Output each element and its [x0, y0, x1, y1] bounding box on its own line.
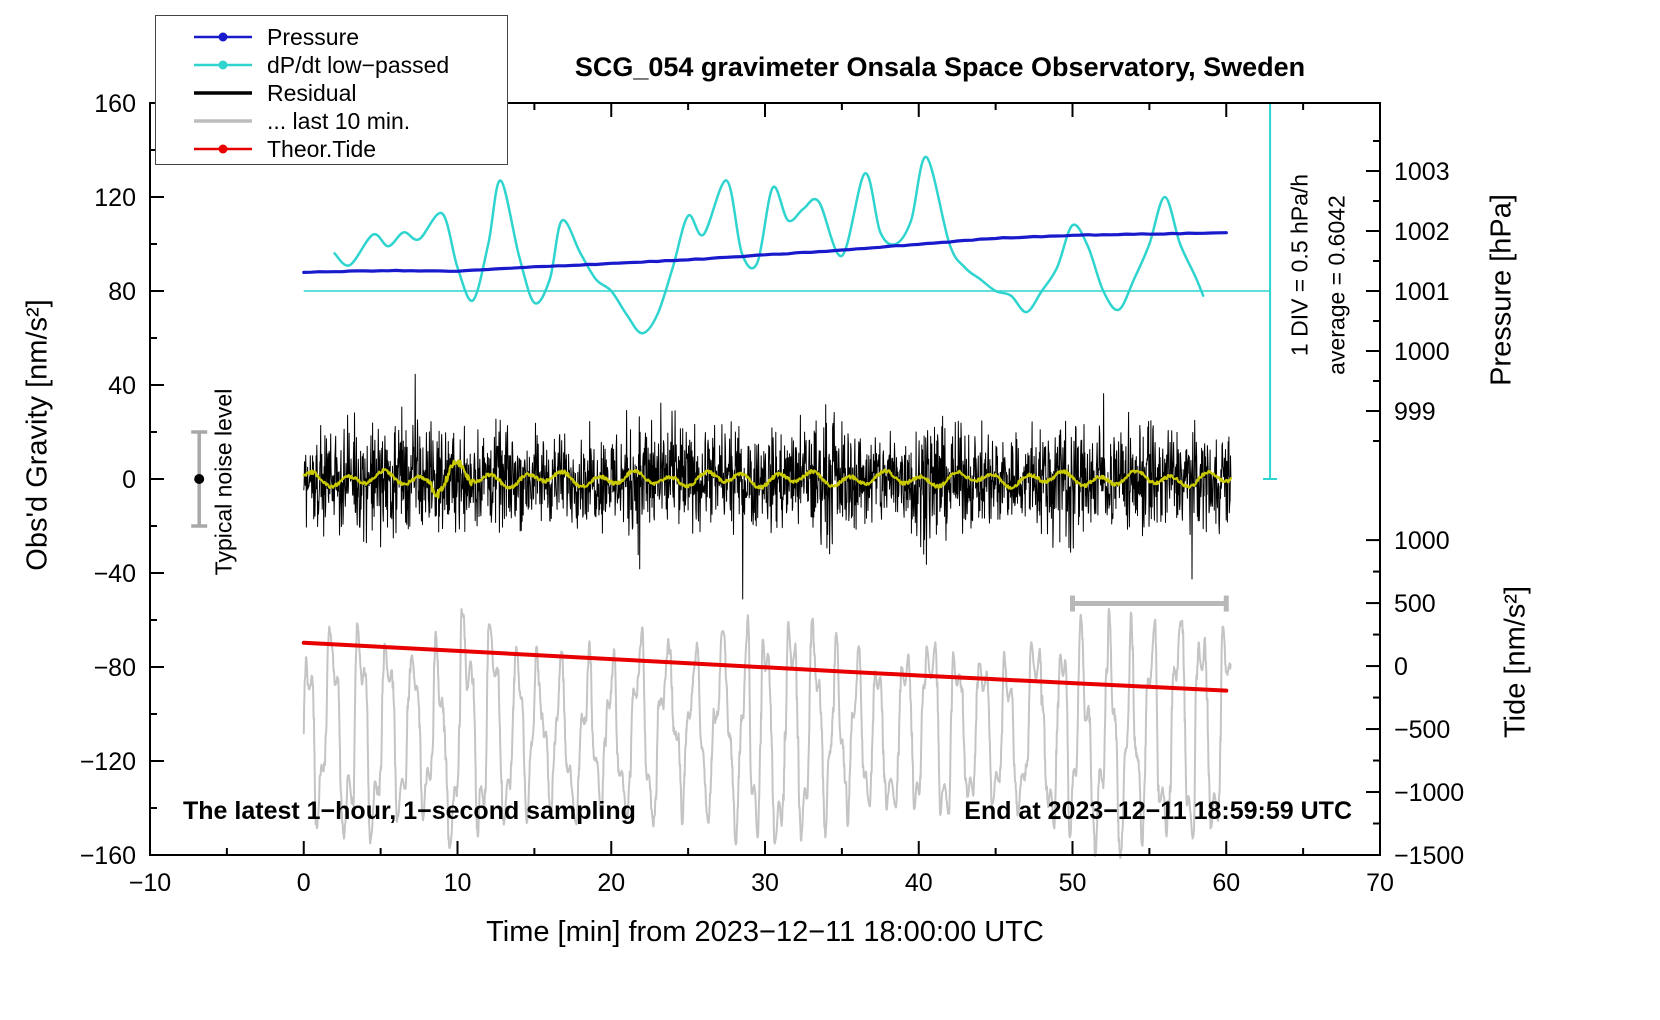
x-tick-label: 20	[597, 869, 625, 897]
legend-swatch-dot	[218, 60, 228, 70]
x-tick-label: 70	[1366, 869, 1394, 897]
last10-line-icon	[192, 111, 254, 131]
gravity-tick-label: 120	[94, 184, 136, 212]
gravity-tick-label: −160	[80, 842, 136, 870]
dpdt-line-icon	[192, 55, 254, 75]
residual-line-icon	[192, 83, 254, 103]
x-tick-label: 50	[1059, 869, 1087, 897]
pressure-tick-label: 1003	[1394, 158, 1450, 186]
pressure-tick-label: 1002	[1394, 218, 1450, 246]
legend-item-dpdt: dP/dt low−passed	[156, 51, 507, 79]
sampling-note: The latest 1−hour, 1−second sampling	[183, 797, 636, 825]
pressure-tick-label: 1001	[1394, 278, 1450, 306]
legend-item-pressure: Pressure	[156, 23, 507, 51]
gravity-tick-label: 80	[108, 278, 136, 306]
legend-box: Pressure dP/dt low−passed Residual ... l…	[155, 15, 508, 165]
noise-level-annotation: Typical noise level	[210, 388, 237, 576]
average-annotation: average = 0.6042	[1323, 195, 1350, 375]
legend-swatch-dot	[218, 144, 228, 154]
legend-label: Theor.Tide	[267, 135, 377, 162]
tide-tick-label: 0	[1394, 653, 1408, 681]
x-tick-label: 40	[905, 869, 933, 897]
noise-level-dot	[194, 474, 205, 484]
x-tick-label: 30	[751, 869, 779, 897]
pressure-axis-label: Pressure [hPa]	[1485, 194, 1518, 386]
gravity-axis-label: Obs'd Gravity [nm/s²]	[21, 299, 54, 571]
x-tick-label: 10	[444, 869, 472, 897]
pressure-tick-label: 999	[1394, 398, 1436, 426]
legend-item-residual: Residual	[156, 79, 507, 107]
tide-tick-label: 500	[1394, 590, 1436, 618]
gravity-tick-label: 0	[122, 466, 136, 494]
x-tick-label: 60	[1212, 869, 1240, 897]
x-tick-label: 0	[297, 869, 311, 897]
tide-tick-label: −1000	[1394, 779, 1464, 807]
x-axis-label: Time [min] from 2023−12−11 18:00:00 UTC	[486, 916, 1044, 948]
legend-swatch-svg	[194, 60, 252, 70]
legend-label: Residual	[267, 79, 357, 106]
page-title: SCG_054 gravimeter Onsala Space Observat…	[574, 52, 1306, 82]
legend-label: ... last 10 min.	[267, 107, 411, 134]
gravity-tick-label: −80	[94, 654, 136, 682]
x-tick-label: −10	[129, 869, 171, 897]
gravity-tick-label: 40	[108, 372, 136, 400]
theor-tide-series	[301, 640, 1229, 693]
dpdt-lowpassed-series	[333, 155, 1205, 335]
tide-tick-label: −500	[1394, 716, 1450, 744]
pressure-series	[302, 231, 1228, 274]
end-time-note: End at 2023−12−11 18:59:59 UTC	[964, 797, 1352, 825]
tide-tick-label: −1500	[1394, 842, 1464, 870]
legend-swatch-dot	[218, 32, 228, 42]
legend-swatch-svg	[194, 91, 252, 95]
last-10-min-series	[302, 607, 1232, 859]
legend-label: Pressure	[267, 23, 360, 50]
tide-line-icon	[192, 139, 254, 159]
div-scale-annotation: 1 DIV = 0.5 hPa/h	[1286, 173, 1313, 357]
gravity-tick-label: −40	[94, 560, 136, 588]
gravity-tick-label: 160	[94, 90, 136, 118]
pressure-line-icon	[192, 27, 254, 47]
tide-axis-label: Tide [nm/s²]	[1499, 585, 1532, 739]
legend-swatch-svg	[194, 144, 252, 154]
legend-item-last10: ... last 10 min.	[156, 107, 507, 135]
legend-label: dP/dt low−passed	[267, 51, 450, 78]
pressure-tick-label: 1000	[1394, 338, 1450, 366]
gravity-tick-label: −120	[80, 748, 136, 776]
legend-item-tide: Theor.Tide	[156, 135, 507, 163]
legend-swatch-svg	[194, 119, 252, 123]
residual-lowpassed-series	[302, 459, 1232, 499]
legend-swatch-svg	[194, 32, 252, 42]
tide-tick-label: 1000	[1394, 527, 1450, 555]
